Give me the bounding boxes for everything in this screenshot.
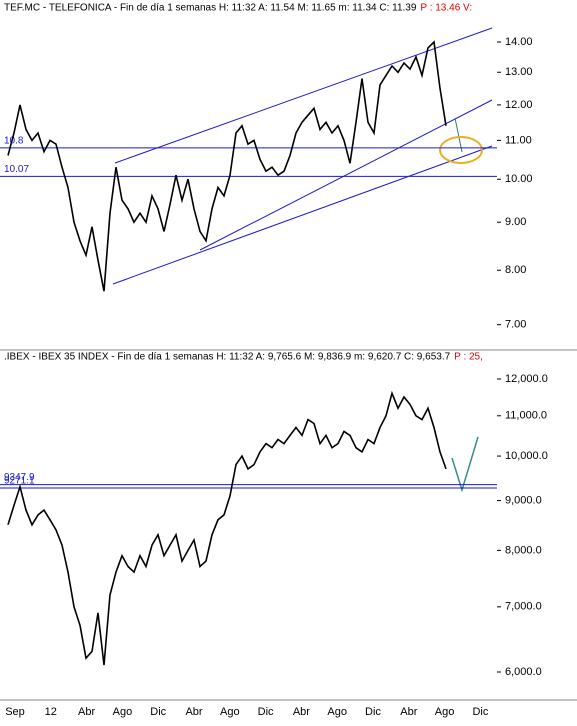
x-tick-label: Ago	[220, 706, 240, 718]
y-tick-label: 9,000.0	[505, 495, 542, 507]
y-tick-label: 13.00	[505, 66, 533, 78]
x-tick-label: Dic	[472, 706, 488, 718]
y-tick-label: 14.00	[505, 36, 533, 48]
price-line	[7, 40, 447, 292]
price-line	[7, 390, 447, 666]
panel-title: TEF.MC - TELEFONICA - Fin de día 1 seman…	[4, 3, 417, 14]
highlight-ellipse	[439, 136, 483, 164]
reference-label: 9271.1	[4, 476, 35, 487]
y-tick-label: 11,000.0	[505, 410, 547, 422]
y-tick-label: 7.00	[505, 319, 526, 331]
x-tick-label: Ago	[435, 706, 455, 718]
x-tick-label: Ago	[327, 706, 347, 718]
reference-label: 10.8	[4, 136, 24, 147]
trend-line	[199, 99, 493, 251]
y-tick-label: 12,000.0	[505, 373, 548, 385]
projection	[451, 436, 479, 493]
y-tick-label: 10,000.0	[505, 450, 548, 462]
drawings	[112, 27, 493, 493]
arrow	[454, 117, 463, 153]
y-tick-label: 7,000.0	[505, 601, 542, 613]
x-tick-label: Ago	[113, 706, 133, 718]
trend-line	[114, 27, 493, 164]
panel-title-extra: P : 13.46 V:	[420, 3, 472, 14]
panel-title-extra: P : 25,	[454, 352, 483, 363]
x-tick-label: Abr	[293, 706, 310, 718]
reference-label: 10.07	[4, 164, 29, 175]
x-tick-label: 12	[45, 706, 57, 718]
y-tick-label: 10.00	[505, 173, 533, 185]
x-tick-label: Abr	[400, 706, 417, 718]
x-tick-label: Abr	[185, 706, 202, 718]
y-tick-label: 12.00	[505, 99, 533, 111]
y-tick-label: 11.00	[505, 134, 532, 146]
x-tick-label: Dic	[258, 706, 274, 718]
x-tick-label: Dic	[150, 706, 166, 718]
panel-title: .IBEX - IBEX 35 INDEX - Fin de día 1 sem…	[4, 352, 451, 363]
reference-label: 9347.9	[4, 472, 35, 483]
x-tick-label: Sep	[5, 706, 25, 718]
y-tick-label: 8,000.0	[505, 544, 542, 556]
y-tick-label: 9.00	[505, 216, 526, 228]
y-tick-label: 8.00	[505, 264, 526, 276]
trend-line	[112, 145, 493, 285]
y-tick-label: 6,000.0	[505, 666, 542, 678]
x-tick-label: Abr	[78, 706, 95, 718]
x-tick-label: Dic	[365, 706, 381, 718]
